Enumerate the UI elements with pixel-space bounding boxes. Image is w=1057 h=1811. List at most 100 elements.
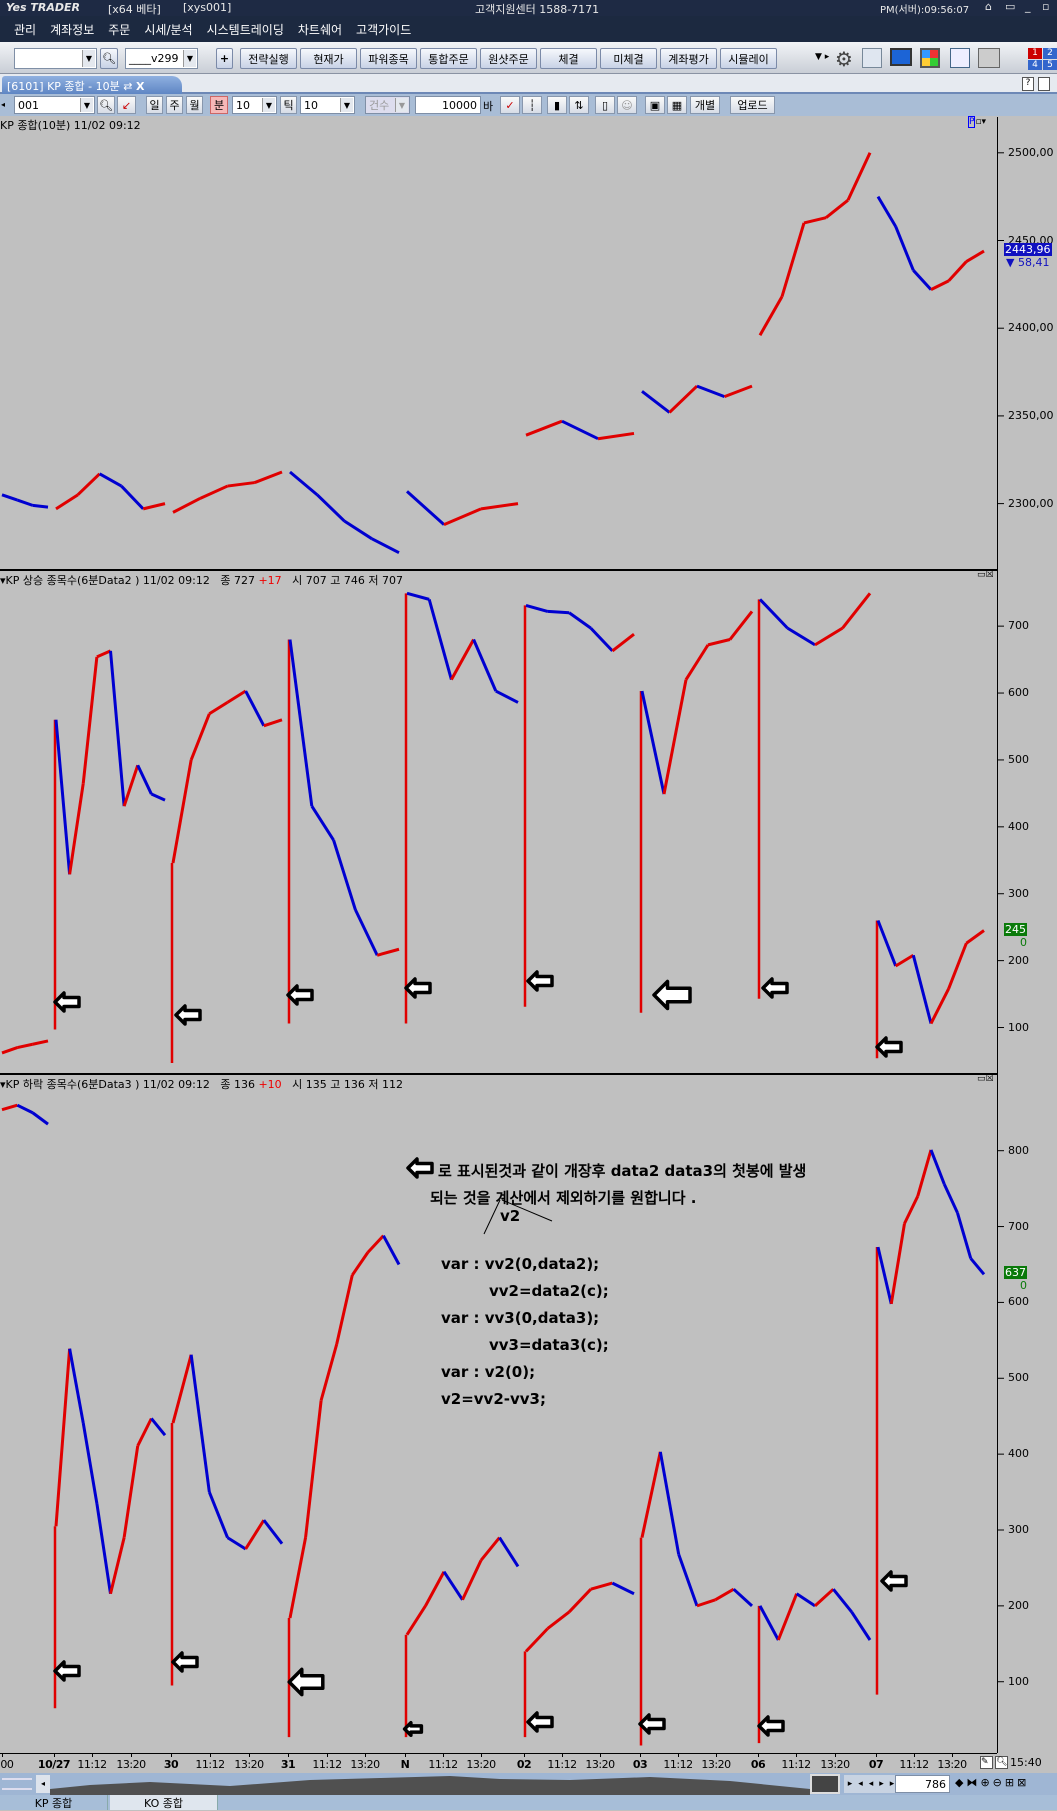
minimize-window-button[interactable]	[1038, 77, 1050, 91]
toolbar-button[interactable]: 원샷주문	[480, 48, 537, 69]
price-segment	[335, 1274, 354, 1345]
menu-chart-share[interactable]: 차트쉐어	[297, 22, 343, 37]
candle-button[interactable]: ┆	[522, 96, 542, 114]
zoom-controls[interactable]: ◆⧓⊕⊖⊞⊠	[955, 1776, 1030, 1789]
toolbar-button[interactable]: 미체결	[600, 48, 657, 69]
time-axis-label: 13:20	[234, 1758, 264, 1771]
bottom-tab-ko[interactable]: KO 종합	[110, 1795, 218, 1810]
close-tab-button[interactable]: X	[135, 80, 145, 93]
price-segment	[547, 609, 570, 615]
pane2-window-controls[interactable]: ▭☒	[977, 570, 994, 580]
scroll-thumb[interactable]	[810, 1774, 840, 1794]
search-button[interactable]: 🔍︎	[97, 96, 115, 114]
pane1-options-icon[interactable]: P▫▾	[968, 116, 987, 128]
camera-icon[interactable]	[950, 48, 970, 68]
count-input[interactable]: 10000	[415, 96, 481, 114]
toolbar-button[interactable]: 파워종목	[360, 48, 417, 69]
zoom-icon[interactable]: 🔍︎	[995, 1756, 1008, 1769]
scroll-nav-buttons[interactable]: ▸◂◂▸▸	[844, 1775, 904, 1793]
menu-system-trading[interactable]: 시스템트레이딩	[206, 22, 284, 37]
collapse-left-icon[interactable]: ◂	[1, 100, 6, 109]
bottom-tab-kp[interactable]: KP 종합	[0, 1795, 108, 1810]
screen-5[interactable]: 5	[1043, 59, 1057, 70]
left-arrow-icon	[53, 1660, 81, 1682]
overview-minichart[interactable]	[50, 1773, 810, 1795]
printer-icon[interactable]	[978, 48, 1000, 68]
price-segment	[803, 216, 827, 225]
scroll-left-button[interactable]: ◂	[36, 1775, 50, 1793]
price-axis-label: 100	[1008, 1674, 1029, 1688]
edit-icon[interactable]: ✎	[980, 1756, 993, 1769]
toolbar-button[interactable]: 통합주문	[420, 48, 477, 69]
toolbar-button[interactable]: 전략실행	[240, 48, 297, 69]
code-combo[interactable]: 001 ▼	[14, 96, 95, 114]
bar-chart-button[interactable]: ▮	[547, 96, 567, 114]
left-arrow-icon	[875, 1036, 903, 1058]
help-icon[interactable]: ?	[1022, 77, 1034, 91]
price-segment	[343, 519, 373, 540]
monitor-icon[interactable]	[890, 48, 912, 66]
search-pointer-button[interactable]: ↙	[117, 96, 136, 114]
tab-chart-6101[interactable]: [6101] KP 종합 - 10분 ⇄ X	[2, 76, 182, 94]
minute-combo[interactable]: 10 ▼	[232, 96, 277, 114]
period-week[interactable]: 주	[166, 96, 183, 114]
period-minute[interactable]: 분	[210, 96, 228, 114]
screen-1[interactable]: 1	[1028, 48, 1042, 59]
pane-divider[interactable]	[0, 1073, 997, 1075]
minimize-button[interactable]: _	[1025, 0, 1031, 13]
grip-icon[interactable]	[2, 1778, 32, 1790]
strategy-combo[interactable]: ____v299 ▼	[125, 48, 198, 69]
pane-divider[interactable]	[0, 569, 997, 571]
search-button[interactable]: 🔍︎	[100, 48, 118, 69]
tick-button[interactable]: 틱	[280, 96, 297, 114]
pane-menu-icon[interactable]: ▾	[0, 1078, 6, 1091]
menu-guide[interactable]: 고객가이드	[356, 22, 412, 37]
screen-2[interactable]: 2	[1043, 48, 1057, 59]
menu-admin[interactable]: 관리	[14, 22, 37, 37]
chart-scrollbar[interactable]: ◂ ▸◂◂▸▸ 786 ◆⧓⊕⊖⊞⊠	[0, 1773, 1057, 1795]
tick-combo[interactable]: 10 ▼	[300, 96, 355, 114]
chevron-down-icon: ▼	[262, 98, 275, 112]
period-month[interactable]: 월	[186, 96, 203, 114]
time-axis-label: 31	[280, 1758, 296, 1771]
price-segment	[590, 1581, 613, 1591]
price-segment	[795, 1592, 816, 1608]
toolbar-button[interactable]: 시뮬레이	[720, 48, 777, 69]
toolbar-button[interactable]: 계좌평가	[660, 48, 717, 69]
toolbar-button[interactable]: 현재가	[300, 48, 357, 69]
indicator-button[interactable]: ▣	[645, 96, 665, 114]
layout-icon[interactable]	[920, 48, 940, 68]
visible-count-input[interactable]: 786	[895, 1775, 950, 1793]
price-segment	[55, 493, 79, 511]
price-segment	[288, 1537, 308, 1619]
upload-button[interactable]: 업로드	[730, 96, 775, 114]
link-icon[interactable]: ⇄	[123, 80, 133, 93]
document-icon[interactable]	[862, 48, 882, 68]
home-icon[interactable]: ⌂	[985, 0, 992, 13]
period-day[interactable]: 일	[146, 96, 163, 114]
time-axis-tick	[171, 1753, 172, 1757]
pane-menu-icon[interactable]: ▾	[0, 574, 6, 587]
add-button[interactable]: +	[216, 48, 233, 69]
pane3-window-controls[interactable]: ▭☒	[977, 1074, 994, 1084]
time-axis-label: 13:20	[466, 1758, 496, 1771]
monitor-icon[interactable]: ▭	[1005, 0, 1016, 13]
individual-button[interactable]: 개별	[690, 96, 720, 114]
doc-button[interactable]: ▯	[595, 96, 615, 114]
updown-button[interactable]: ⇅	[569, 96, 589, 114]
more-arrow-icon[interactable]: ▼ ▸	[815, 52, 830, 62]
chart-type-line-button[interactable]: ✓	[500, 96, 520, 114]
toolbar-button[interactable]: 체결	[540, 48, 597, 69]
gear-icon[interactable]: ⚙	[835, 47, 853, 71]
restore-button[interactable]: ▫	[1042, 0, 1050, 13]
price-segment	[1, 1103, 18, 1112]
menu-account[interactable]: 계좌정보	[50, 22, 95, 37]
price-segment	[208, 701, 229, 716]
price-axis-label: 500	[1008, 752, 1029, 766]
screen-4[interactable]: 4	[1028, 59, 1042, 70]
menu-quotes[interactable]: 시세/분석	[144, 22, 193, 37]
account-combo[interactable]: ▼	[14, 48, 97, 69]
table-button[interactable]: ▦	[667, 96, 687, 114]
menu-order[interactable]: 주문	[108, 22, 131, 37]
